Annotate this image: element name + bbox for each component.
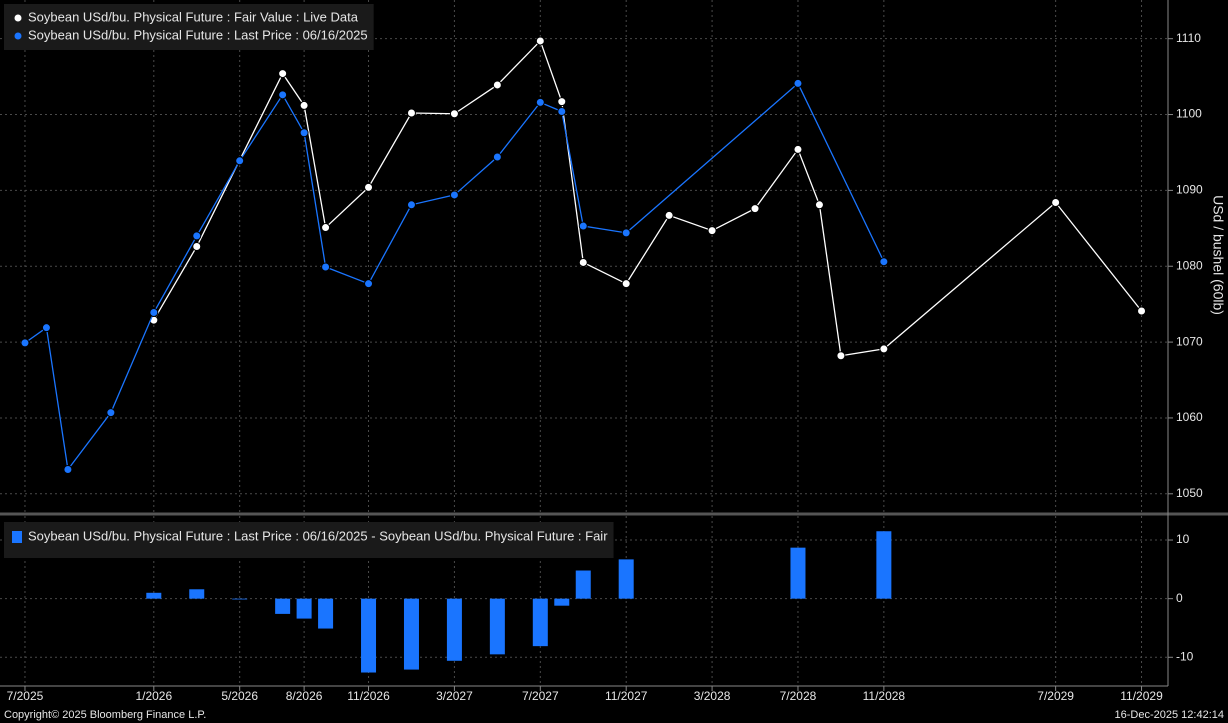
- series-point: [621, 279, 631, 289]
- bar: [618, 559, 634, 599]
- series-point: [106, 408, 116, 418]
- legend-swatch: [14, 32, 22, 40]
- y-tick-label: -10: [1176, 649, 1194, 663]
- series-point: [578, 221, 588, 231]
- series-point: [621, 228, 631, 238]
- series-point: [299, 100, 309, 110]
- bar: [403, 598, 419, 670]
- bar: [575, 570, 591, 599]
- bar: [232, 598, 248, 600]
- copyright: Copyright© 2025 Bloomberg Finance L.P.: [4, 709, 206, 721]
- x-tick-label: 11/2027: [605, 689, 648, 703]
- bar: [189, 589, 205, 599]
- series-point: [1051, 198, 1061, 208]
- x-tick-label: 3/2027: [436, 689, 473, 703]
- series-point: [299, 128, 309, 138]
- series-point: [578, 257, 588, 267]
- timestamp: 16-Dec-2025 12:42:14: [1115, 709, 1224, 721]
- series-point: [793, 78, 803, 88]
- series-point: [406, 200, 416, 210]
- bar: [489, 598, 505, 655]
- series-point: [364, 182, 374, 192]
- x-tick-label: 11/2028: [863, 689, 906, 703]
- legend-label: Soybean USd/bu. Physical Future : Last P…: [28, 528, 608, 543]
- bar: [296, 598, 312, 619]
- series-line: [24, 82, 885, 472]
- y-tick-label: 1080: [1176, 258, 1203, 272]
- x-tick-label: 7/2027: [522, 689, 559, 703]
- x-tick-label: 7/2025: [7, 689, 44, 703]
- series-point: [406, 108, 416, 118]
- series-point: [449, 109, 459, 119]
- x-tick-label: 3/2028: [694, 689, 731, 703]
- series-point: [814, 200, 824, 210]
- legend-label: Soybean USd/bu. Physical Future : Last P…: [28, 27, 368, 42]
- bar: [554, 598, 570, 606]
- series-point: [557, 97, 567, 107]
- series-point: [879, 344, 889, 354]
- x-tick-label: 5/2026: [221, 689, 258, 703]
- x-tick-label: 1/2026: [135, 689, 172, 703]
- series-point: [278, 69, 288, 79]
- bar: [146, 592, 162, 599]
- series-point: [20, 338, 30, 348]
- bar: [876, 531, 892, 599]
- legend-swatch: [14, 14, 22, 22]
- bar: [318, 598, 334, 629]
- bar: [446, 598, 462, 661]
- y-tick-label: 1050: [1176, 486, 1203, 500]
- x-tick-label: 7/2029: [1037, 689, 1074, 703]
- y-tick-label: 0: [1176, 591, 1183, 605]
- legend-swatch: [12, 531, 22, 543]
- x-tick-label: 7/2028: [780, 689, 817, 703]
- y-tick-label: 1110: [1176, 31, 1201, 45]
- y-tick-label: 10: [1176, 532, 1190, 546]
- series-point: [149, 308, 159, 318]
- series-point: [535, 97, 545, 107]
- y-axis-label: USd / bushel (60lb): [1210, 195, 1226, 315]
- bar: [532, 598, 548, 647]
- bar: [361, 598, 377, 673]
- series-point: [235, 156, 245, 166]
- x-tick-label: 11/2026: [347, 689, 390, 703]
- series-point: [664, 210, 674, 220]
- legend-box: [4, 4, 374, 50]
- bar: [790, 547, 806, 599]
- series-point: [192, 242, 202, 252]
- series-point: [321, 262, 331, 272]
- series-point: [836, 351, 846, 361]
- bar: [275, 598, 291, 614]
- series-point: [41, 323, 51, 333]
- y-tick-label: 1090: [1176, 183, 1203, 197]
- legend-label: Soybean USd/bu. Physical Future : Fair V…: [28, 9, 359, 24]
- series-point: [557, 107, 567, 117]
- series-point: [535, 36, 545, 46]
- series-point: [793, 144, 803, 154]
- series-point: [1137, 306, 1147, 316]
- series-point: [449, 190, 459, 200]
- series-point: [707, 226, 717, 236]
- y-tick-label: 1060: [1176, 410, 1203, 424]
- x-tick-label: 11/2029: [1120, 689, 1163, 703]
- series-point: [364, 279, 374, 289]
- series-point: [278, 90, 288, 100]
- series-point: [492, 152, 502, 162]
- series-point: [492, 80, 502, 90]
- legend-box: [4, 522, 614, 558]
- y-tick-label: 1100: [1176, 107, 1202, 121]
- x-tick-label: 8/2026: [286, 689, 323, 703]
- y-tick-label: 1070: [1176, 334, 1203, 348]
- series-point: [321, 223, 331, 233]
- series-point: [879, 257, 889, 267]
- series-point: [750, 204, 760, 214]
- series-point: [63, 465, 73, 475]
- series-point: [192, 231, 202, 241]
